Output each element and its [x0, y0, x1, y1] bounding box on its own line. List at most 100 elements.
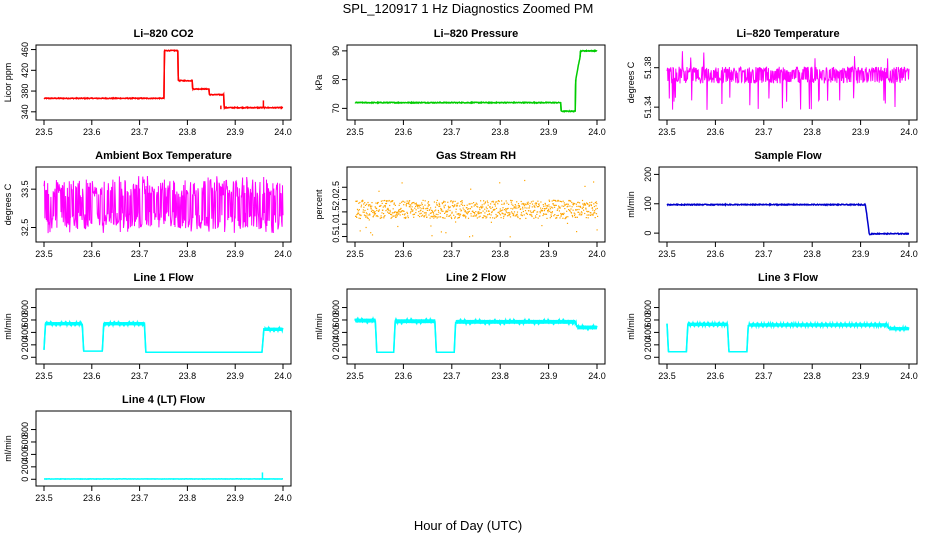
data-point: [467, 208, 469, 210]
data-point: [357, 213, 359, 215]
data-point: [405, 205, 407, 207]
y-tick-label: 400: [20, 447, 30, 462]
data-point: [380, 204, 382, 207]
data-point: [437, 213, 439, 216]
data-point: [459, 215, 461, 217]
data-point: [417, 214, 419, 217]
data-point: [397, 213, 399, 215]
data-point: [534, 209, 536, 211]
data-point: [524, 203, 526, 205]
data-point: [503, 215, 505, 217]
data-point: [584, 204, 587, 206]
data-point: [592, 214, 594, 216]
data-point: [535, 216, 537, 219]
y-tick-label: 0: [643, 355, 653, 360]
data-point: [466, 204, 468, 206]
data-point: [447, 205, 449, 207]
data-point: [572, 203, 574, 205]
panel-title: Line 4 (LT) Flow: [122, 394, 205, 406]
x-tick-label: 23.6: [83, 493, 101, 503]
data-point: [560, 215, 562, 217]
data-point: [385, 203, 387, 205]
y-tick-label: 400: [20, 325, 30, 340]
data-point: [402, 213, 404, 215]
data-point: [450, 201, 452, 203]
data-layer: [354, 316, 598, 354]
data-point: [515, 215, 517, 217]
x-tick-label: 23.9: [226, 371, 244, 381]
data-point: [409, 212, 412, 214]
data-point: [355, 215, 357, 217]
data-point: [515, 214, 517, 216]
data-point: [541, 209, 544, 212]
data-point: [394, 215, 396, 217]
data-point: [563, 202, 565, 204]
data-point: [360, 214, 362, 217]
data-point: [444, 212, 446, 214]
x-tick-label: 24.0: [274, 249, 292, 259]
data-point: [550, 211, 552, 214]
data-point: [545, 213, 547, 215]
data-point: [423, 212, 425, 214]
data-point: [363, 206, 365, 208]
data-point: [553, 204, 555, 206]
data-point: [571, 206, 573, 208]
data-point: [401, 210, 403, 212]
data-point: [522, 208, 524, 210]
data-point: [500, 209, 502, 212]
data-point: [468, 208, 470, 210]
data-point: [391, 214, 393, 216]
data-point: [495, 207, 498, 209]
data-point: [456, 203, 458, 205]
data-point: [474, 215, 476, 217]
data-point: [472, 215, 474, 217]
y-axis-label: Licor ppm: [3, 63, 13, 103]
data-point: [584, 185, 586, 187]
data-point: [385, 210, 387, 212]
data-point: [410, 204, 412, 206]
data-point: [378, 209, 380, 211]
data-point: [363, 214, 366, 216]
y-tick-label: 2.0: [331, 193, 341, 206]
data-point: [382, 209, 384, 211]
data-layer: [43, 49, 284, 111]
data-point: [373, 210, 375, 212]
data-point: [480, 205, 482, 208]
data-point: [592, 209, 594, 211]
data-point: [557, 199, 559, 201]
data-point: [398, 209, 400, 211]
data-point: [587, 203, 589, 205]
data-point: [443, 207, 445, 209]
x-tick-label: 23.8: [179, 493, 197, 503]
data-point: [383, 217, 385, 219]
data-point: [417, 207, 419, 209]
data-point: [365, 226, 367, 229]
data-point: [391, 200, 393, 203]
data-point: [434, 215, 436, 217]
data-point: [495, 201, 497, 203]
data-point: [401, 182, 403, 184]
x-tick-label: 23.6: [707, 249, 725, 259]
data-point: [425, 208, 427, 210]
data-point: [484, 201, 487, 203]
data-point: [384, 206, 386, 208]
data-point: [469, 203, 471, 205]
y-axis-label: percent: [314, 189, 324, 220]
data-point: [431, 235, 433, 237]
data-point: [541, 225, 543, 227]
data-point: [588, 205, 590, 207]
data-point: [374, 206, 376, 208]
data-point: [402, 200, 404, 203]
data-point: [536, 202, 538, 204]
data-point: [579, 202, 581, 204]
data-point: [551, 206, 553, 208]
y-axis-label: ml/min: [314, 313, 324, 340]
data-point: [490, 221, 492, 223]
x-tick-label: 23.5: [658, 127, 676, 137]
data-point: [484, 212, 486, 214]
y-tick-label: 400: [331, 325, 341, 340]
data-point: [538, 205, 540, 207]
data-point: [356, 213, 358, 216]
data-point: [441, 202, 443, 204]
data-point: [500, 217, 502, 219]
